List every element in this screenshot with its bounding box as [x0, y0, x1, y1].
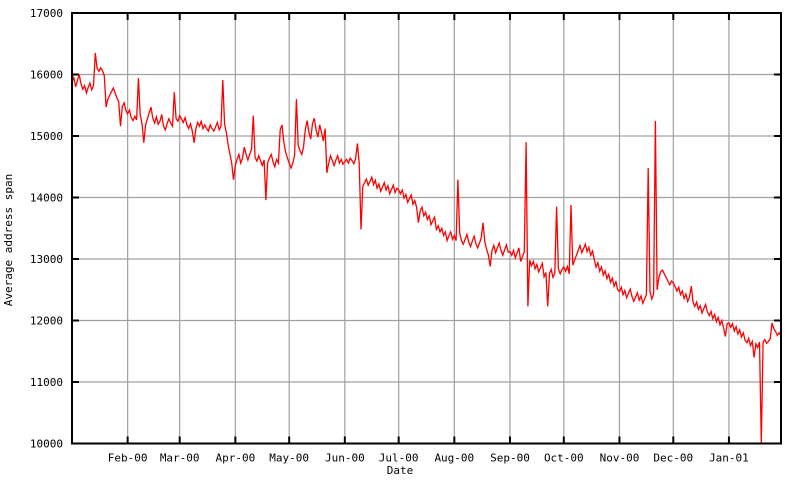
y-tick-label: 14000 — [30, 192, 63, 205]
x-tick-label: Feb-00 — [108, 452, 148, 465]
data-series — [71, 52, 782, 444]
x-tick-label: Jul-00 — [379, 452, 419, 465]
tick-labels: 10000 11000 12000 13000 14000 15000 16000 17000… — [30, 7, 749, 465]
x-tick-label: Apr-00 — [215, 452, 255, 465]
axes — [71, 12, 782, 445]
y-tick-label: 15000 — [30, 130, 63, 143]
x-axis-label: Date — [387, 464, 414, 477]
y-tick-label: 12000 — [30, 315, 63, 328]
y-axis-label: Average address span — [2, 174, 15, 306]
x-tick-label: Jan-01 — [709, 452, 749, 465]
x-tick-label: Jun-00 — [325, 452, 365, 465]
x-tick-label: May-00 — [269, 452, 309, 465]
y-tick-label: 16000 — [30, 69, 63, 82]
grid-lines — [72, 13, 781, 444]
x-tick-label: Sep-00 — [490, 452, 530, 465]
y-tick-label: 10000 — [30, 438, 63, 451]
x-tick-label: Mar-00 — [160, 452, 200, 465]
x-tick-label: Aug-00 — [434, 452, 474, 465]
y-tick-label: 13000 — [30, 253, 63, 266]
y-tick-label: 17000 — [30, 7, 63, 20]
x-tick-label: Dec-00 — [653, 452, 693, 465]
x-tick-label: Nov-00 — [600, 452, 640, 465]
series-line — [71, 52, 782, 444]
y-tick-label: 11000 — [30, 376, 63, 389]
x-tick-label: Oct-00 — [544, 452, 584, 465]
